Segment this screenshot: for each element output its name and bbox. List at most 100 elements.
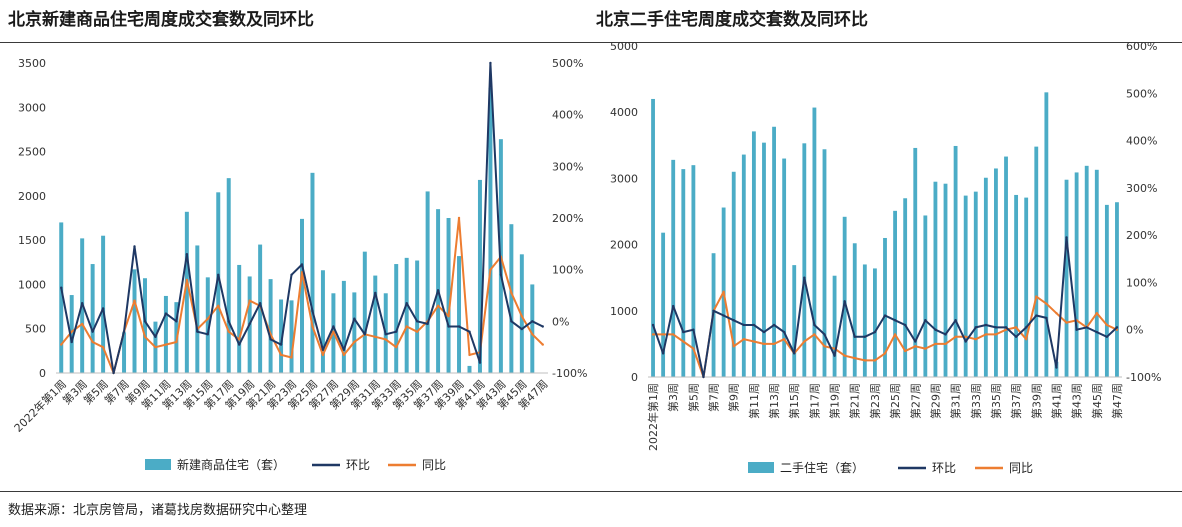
right-yoy-point xyxy=(954,335,957,339)
right-y-tick-label: 0 xyxy=(631,371,638,384)
left-mom-point xyxy=(196,330,199,333)
left-mom-point xyxy=(447,325,450,328)
right-y2-tick-label: 500% xyxy=(1126,87,1157,100)
left-bar xyxy=(132,269,137,373)
right-bar xyxy=(691,165,696,377)
left-bar xyxy=(216,192,221,373)
right-bar xyxy=(1115,202,1119,377)
top-divider xyxy=(0,42,1182,43)
right-legend-bar-label: 二手住宅（套） xyxy=(780,460,864,475)
right-mom-point xyxy=(994,326,998,329)
right-x-tick-label: 第35周 xyxy=(989,383,1003,419)
right-x-tick-label: 第41周 xyxy=(1049,383,1063,419)
left-mom-point xyxy=(300,263,304,266)
right-mom-point xyxy=(1004,326,1008,329)
left-mom-point xyxy=(510,320,513,323)
right-y-tick-label: 4000 xyxy=(610,106,638,119)
right-bar xyxy=(751,131,756,377)
left-yoy-point xyxy=(133,299,136,302)
left-mom-point xyxy=(133,245,136,248)
left-yoy-point xyxy=(541,343,544,346)
right-mom-point xyxy=(1045,316,1048,320)
left-yoy-point xyxy=(374,335,377,339)
right-y2-tick-label: 0% xyxy=(1126,324,1143,337)
right-bar xyxy=(872,268,877,377)
right-mom-point xyxy=(833,354,836,357)
right-yoy-point xyxy=(944,342,947,346)
left-legend-yoy-label: 同比 xyxy=(422,458,446,472)
right-bar xyxy=(923,215,928,377)
left-yoy-point xyxy=(520,314,524,318)
left-mom-point xyxy=(290,273,293,277)
bottom-divider xyxy=(0,491,1182,492)
right-mom-point xyxy=(692,328,695,331)
right-x-tick-label: 第43周 xyxy=(1070,383,1084,419)
left-yoy-point xyxy=(154,345,157,349)
left-yoy-point xyxy=(237,338,241,341)
right-yoy-point xyxy=(984,333,988,336)
right-mom-point xyxy=(843,300,846,303)
left-y2-tick-label: 0% xyxy=(552,315,569,328)
right-bar xyxy=(913,147,918,377)
right-x-tick-label: 第21周 xyxy=(848,383,862,419)
left-y2-tick-label: 200% xyxy=(552,212,583,225)
right-mom-point xyxy=(863,335,867,339)
right-y-tick-label: 5000 xyxy=(610,40,638,53)
right-x-tick-label: 第3周 xyxy=(666,383,680,412)
right-bar xyxy=(1004,156,1008,377)
left-mom-point xyxy=(80,302,84,305)
left-mom-point xyxy=(60,286,63,289)
right-bar xyxy=(651,98,655,378)
right-bar xyxy=(681,169,686,377)
right-mom-point xyxy=(651,323,655,327)
right-bar xyxy=(1104,204,1109,377)
right-yoy-point xyxy=(934,342,937,346)
left-y-tick-label: 500 xyxy=(25,323,46,336)
left-yoy-point xyxy=(405,325,408,328)
right-yoy-point xyxy=(1105,323,1109,327)
right-mom-point xyxy=(1105,335,1109,339)
left-bar xyxy=(122,332,127,373)
right-mom-point xyxy=(984,323,988,327)
right-yoy-point xyxy=(1095,311,1098,315)
left-mom-point xyxy=(143,320,147,323)
left-bar xyxy=(373,275,378,373)
left-mom-point xyxy=(154,335,157,339)
right-bar xyxy=(883,237,887,377)
left-yoy-point xyxy=(311,325,314,328)
right-mom-point xyxy=(903,323,907,327)
left-yoy-point xyxy=(457,216,461,220)
left-mom-point xyxy=(112,371,115,375)
right-mom-point xyxy=(964,340,967,343)
right-legend-yoy-label: 同比 xyxy=(1009,461,1033,475)
right-yoy-point xyxy=(974,337,977,341)
left-bar xyxy=(509,224,514,373)
right-x-tick-label: 第29周 xyxy=(928,383,942,419)
right-bar xyxy=(1054,361,1059,377)
right-yoy-point xyxy=(823,345,826,348)
right-bar xyxy=(1014,194,1019,377)
left-y2-tick-label: 300% xyxy=(552,160,583,173)
left-yoy-point xyxy=(531,333,534,336)
right-mom-point xyxy=(813,323,816,327)
right-mom-point xyxy=(772,323,776,327)
right-bar xyxy=(782,158,787,377)
right-mom-point xyxy=(954,319,957,322)
right-bar xyxy=(792,265,797,377)
right-y2-tick-label: 400% xyxy=(1126,135,1157,148)
right-yoy-point xyxy=(692,347,695,350)
left-mom-point xyxy=(101,307,105,310)
right-mom-point xyxy=(762,330,766,334)
left-mom-point xyxy=(405,302,408,305)
left-bar xyxy=(142,278,147,373)
right-yoy-point xyxy=(742,337,746,341)
left-mom-point xyxy=(227,320,230,323)
right-x-tick-label: 第17周 xyxy=(807,383,821,419)
left-y-tick-label: 3500 xyxy=(18,57,46,70)
right-yoy-point xyxy=(1035,295,1038,298)
right-mom-point xyxy=(1085,326,1088,329)
left-y2-tick-label: 100% xyxy=(552,264,583,277)
left-yoy-point xyxy=(279,353,283,357)
right-yoy-point xyxy=(1014,326,1018,329)
left-yoy-point xyxy=(384,338,387,341)
